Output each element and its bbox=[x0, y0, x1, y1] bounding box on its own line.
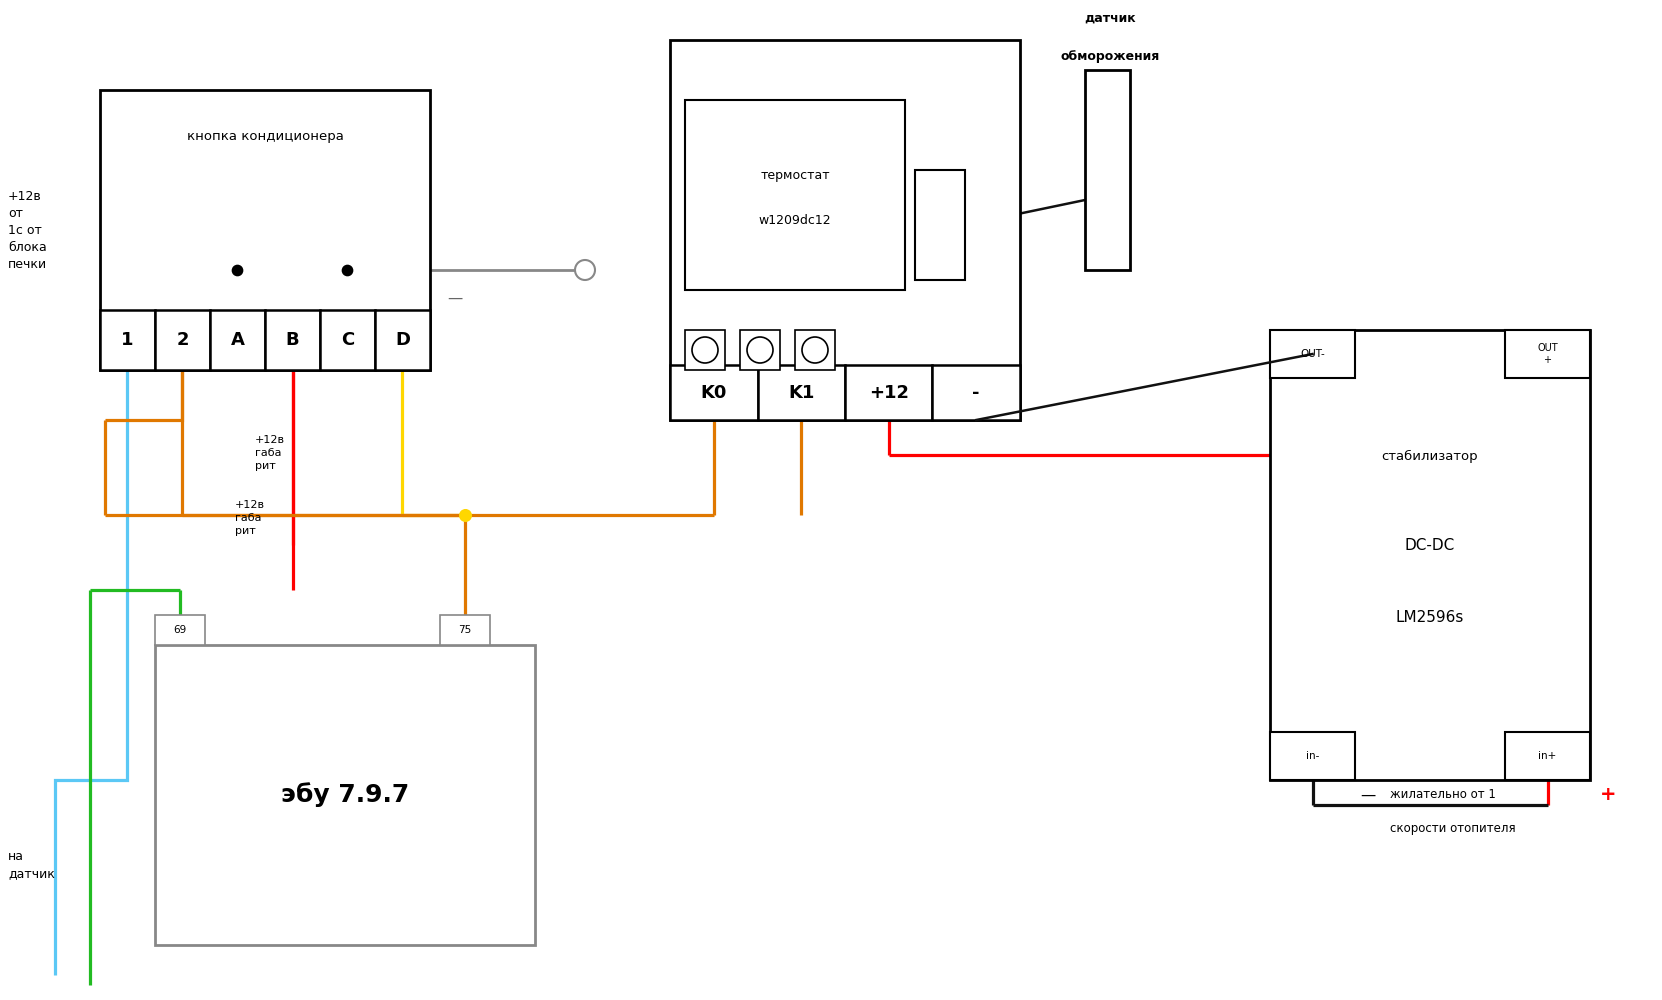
Text: in-: in- bbox=[1306, 751, 1320, 761]
Text: D: D bbox=[396, 331, 411, 349]
Text: w1209dc12: w1209dc12 bbox=[758, 214, 831, 227]
Bar bbox=[100, 310, 155, 370]
Circle shape bbox=[575, 260, 595, 280]
Bar bbox=[376, 310, 430, 370]
Bar bbox=[264, 310, 321, 370]
Text: 2: 2 bbox=[176, 331, 189, 349]
Bar bbox=[1506, 330, 1591, 378]
Text: датчик: датчик bbox=[1084, 12, 1135, 25]
Text: +: + bbox=[1601, 785, 1617, 804]
Point bbox=[224, 262, 251, 278]
Bar bbox=[1270, 732, 1355, 780]
Bar bbox=[155, 615, 204, 645]
Bar bbox=[794, 330, 834, 370]
Bar bbox=[1085, 70, 1130, 270]
Text: K1: K1 bbox=[788, 383, 814, 401]
Text: in+: in+ bbox=[1539, 751, 1557, 761]
Text: LM2596s: LM2596s bbox=[1396, 610, 1464, 626]
Text: +12в
габа
рит: +12в габа рит bbox=[254, 435, 284, 471]
Bar bbox=[155, 645, 535, 945]
Text: +12: +12 bbox=[869, 383, 909, 401]
Text: -: - bbox=[972, 383, 981, 401]
Circle shape bbox=[746, 337, 773, 363]
Text: скорости отопителя: скорости отопителя bbox=[1389, 822, 1516, 835]
Text: жилательно от 1: жилательно от 1 bbox=[1389, 788, 1496, 801]
Text: C: C bbox=[341, 331, 354, 349]
Bar bbox=[1506, 732, 1591, 780]
Bar bbox=[209, 310, 264, 370]
Text: B: B bbox=[286, 331, 299, 349]
Text: +12в
габа
рит: +12в габа рит bbox=[234, 500, 264, 536]
Bar bbox=[685, 330, 725, 370]
Text: на
датчик: на датчик bbox=[8, 850, 55, 880]
Bar bbox=[321, 310, 376, 370]
Text: 75: 75 bbox=[459, 625, 472, 635]
Bar bbox=[670, 40, 1020, 420]
Text: OUT-: OUT- bbox=[1300, 349, 1325, 359]
Bar bbox=[670, 365, 758, 420]
Bar bbox=[1270, 330, 1355, 378]
Text: кнопка кондиционера: кнопка кондиционера bbox=[186, 130, 344, 143]
Point bbox=[452, 507, 479, 523]
Text: OUT
+: OUT + bbox=[1537, 343, 1557, 365]
Bar bbox=[932, 365, 1020, 420]
Text: 69: 69 bbox=[173, 625, 186, 635]
Bar bbox=[685, 100, 906, 290]
Text: 1: 1 bbox=[121, 331, 133, 349]
Bar bbox=[100, 90, 430, 370]
Text: —: — bbox=[1360, 788, 1374, 803]
Bar bbox=[740, 330, 779, 370]
Bar bbox=[758, 365, 844, 420]
Bar bbox=[844, 365, 932, 420]
Text: A: A bbox=[231, 331, 244, 349]
Bar bbox=[916, 170, 966, 280]
Text: эбу 7.9.7: эбу 7.9.7 bbox=[281, 783, 409, 807]
Text: DC-DC: DC-DC bbox=[1404, 538, 1456, 553]
Text: обморожения: обморожения bbox=[1060, 50, 1160, 63]
Bar bbox=[155, 310, 209, 370]
Text: стабилизатор: стабилизатор bbox=[1381, 449, 1478, 463]
Point bbox=[334, 262, 361, 278]
Bar bbox=[1270, 330, 1591, 780]
Point bbox=[452, 507, 479, 523]
Text: +12в
от
1с от
блока
печки: +12в от 1с от блока печки bbox=[8, 190, 47, 271]
Text: термостат: термостат bbox=[760, 169, 829, 182]
Bar bbox=[440, 615, 490, 645]
Text: —: — bbox=[447, 290, 462, 306]
Circle shape bbox=[691, 337, 718, 363]
Circle shape bbox=[803, 337, 828, 363]
Text: K0: K0 bbox=[701, 383, 726, 401]
